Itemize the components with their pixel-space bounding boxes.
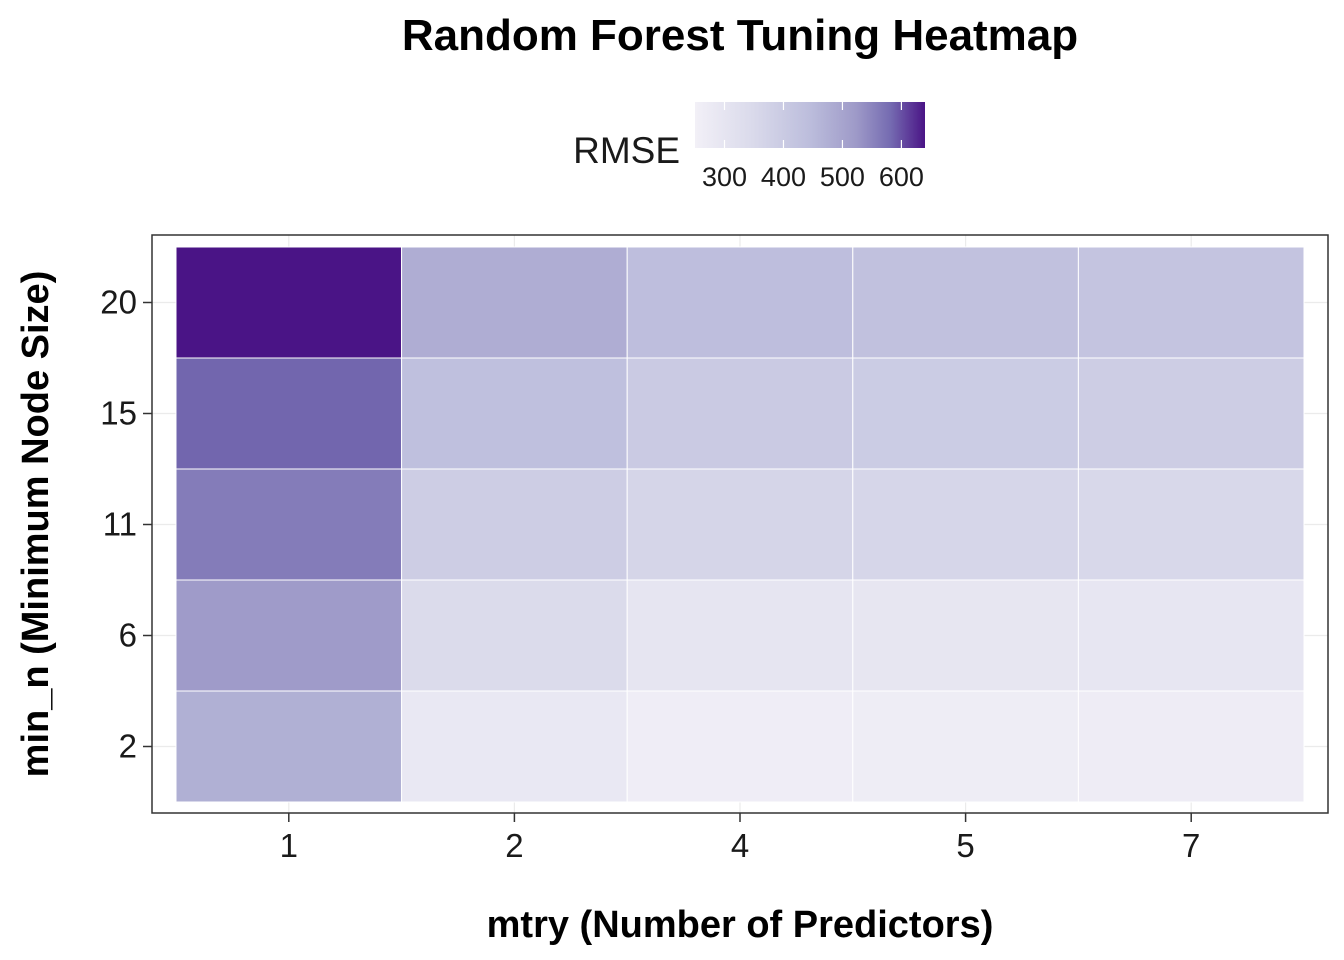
- legend: RMSE 300 400 500 600: [573, 102, 925, 192]
- heatmap-cell: [175, 357, 403, 470]
- heatmap-cell: [626, 246, 854, 359]
- heatmap-cell: [852, 579, 1079, 692]
- x-tick-label: 1: [280, 827, 298, 864]
- y-tick-label: 2: [119, 728, 137, 765]
- y-axis-title: min_n (Minimum Node Size): [15, 271, 57, 778]
- heatmap-cell: [1077, 357, 1305, 470]
- heatmap-cell: [626, 579, 854, 692]
- heatmap-cell: [1077, 468, 1305, 581]
- heatmap-cell: [1077, 246, 1305, 359]
- legend-ticks: 300 400 500 600: [702, 102, 924, 192]
- chart-title: Random Forest Tuning Heatmap: [402, 11, 1078, 60]
- heatmap-cell: [852, 357, 1079, 470]
- heatmap-cell: [626, 357, 854, 470]
- legend-tick-label: 500: [820, 162, 865, 192]
- heatmap-cell: [175, 246, 403, 359]
- heatmap-cell: [401, 357, 628, 470]
- x-axis: 1 2 4 5 7: [280, 813, 1200, 864]
- y-tick-label: 20: [100, 284, 137, 321]
- y-axis: 2 6 11 15 20: [100, 284, 152, 765]
- legend-tick-label: 400: [761, 162, 806, 192]
- heatmap-cell: [401, 579, 628, 692]
- heatmap-cell: [401, 690, 628, 803]
- legend-title: RMSE: [573, 130, 680, 171]
- heatmap-cell: [1077, 690, 1305, 803]
- heatmap-cell: [626, 468, 854, 581]
- x-tick-label: 2: [505, 827, 523, 864]
- y-tick-label: 11: [103, 506, 137, 543]
- heatmap-cell: [852, 246, 1079, 359]
- x-tick-label: 7: [1182, 827, 1200, 864]
- legend-tick-label: 600: [879, 162, 924, 192]
- y-tick-label: 15: [100, 395, 137, 432]
- heatmap-cell: [401, 246, 628, 359]
- heatmap-cell: [175, 690, 403, 803]
- heatmap-cell: [1077, 579, 1305, 692]
- legend-colorbar: [695, 102, 925, 148]
- plot-area: [151, 234, 1329, 814]
- x-axis-title: mtry (Number of Predictors): [487, 904, 994, 946]
- heatmap-cell: [626, 690, 854, 803]
- y-tick-label: 6: [119, 617, 137, 654]
- x-tick-label: 4: [731, 827, 749, 864]
- heatmap-cell: [175, 579, 403, 692]
- legend-tick-label: 300: [702, 162, 747, 192]
- x-tick-label: 5: [956, 827, 974, 864]
- heatmap-cell: [852, 690, 1079, 803]
- heatmap-cells: [175, 246, 1305, 803]
- heatmap-cell: [401, 468, 628, 581]
- heatmap-cell: [852, 468, 1079, 581]
- heatmap-cell: [175, 468, 403, 581]
